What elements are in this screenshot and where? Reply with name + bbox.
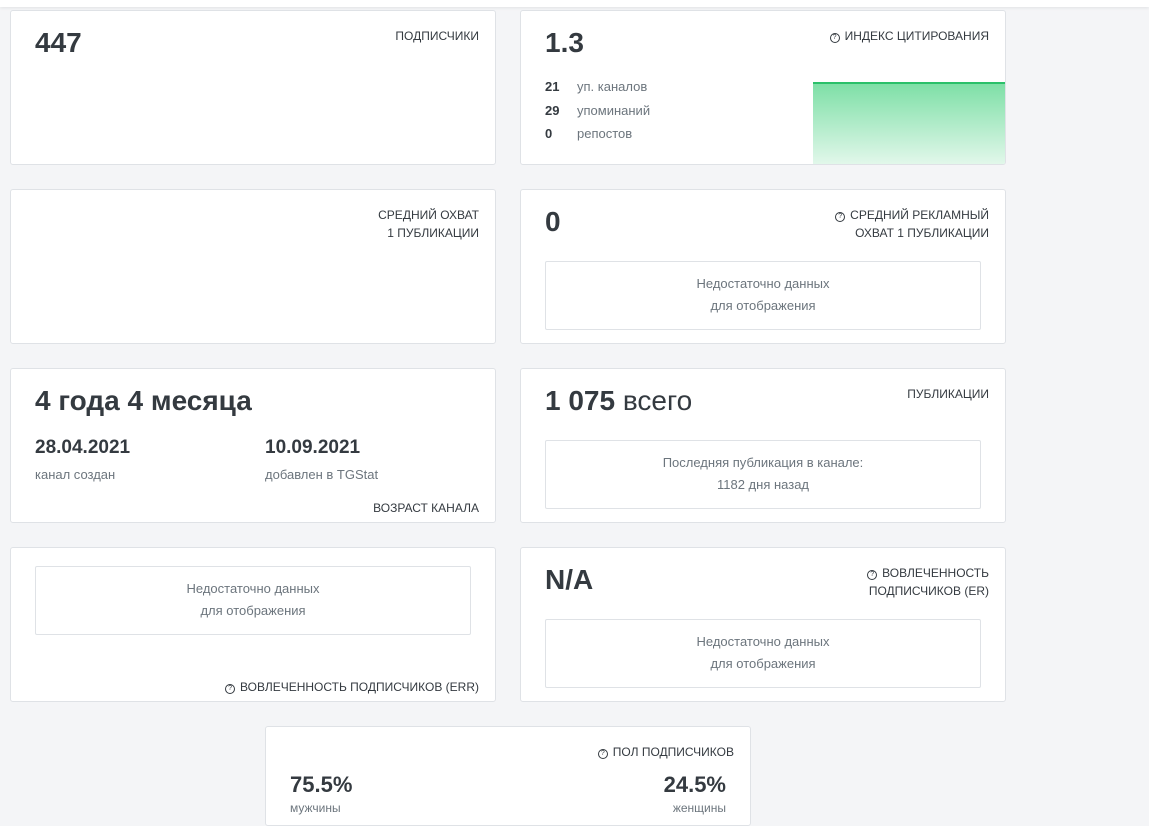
- publications-label: ПУБЛИКАЦИИ: [907, 387, 989, 401]
- added-caption: добавлен в TGStat: [265, 467, 379, 482]
- citation-index-value: 1.3: [545, 27, 584, 58]
- err-label[interactable]: ? ВОВЛЕЧЕННОСТЬ ПОДПИСЧИКОВ (ERR): [225, 678, 479, 696]
- no-data-box: Недостаточно данных для отображения: [545, 619, 981, 688]
- ad-reach-label[interactable]: ? СРЕДНИЙ РЕКЛАМНЫЙ ОХВАТ 1 ПУБЛИКАЦИИ: [835, 206, 989, 242]
- er-value: N/A: [545, 564, 594, 595]
- gender-label[interactable]: ? ПОЛ ПОДПИСЧИКОВ: [597, 743, 734, 761]
- channel-age-label: ВОЗРАСТ КАНАЛА: [373, 501, 479, 515]
- citation-sparkline: [813, 82, 1005, 164]
- question-icon[interactable]: ?: [225, 684, 236, 694]
- channel-age-card: 4 года 4 месяца 28.04.2021 канал создан …: [10, 368, 496, 523]
- male-caption: мужчины: [290, 801, 341, 815]
- er-label[interactable]: ? ВОВЛЕЧЕННОСТЬ ПОДПИСЧИКОВ (ER): [867, 566, 989, 598]
- added-date: 10.09.2021: [265, 437, 361, 458]
- publications-suffix: всего: [622, 385, 693, 416]
- question-icon[interactable]: ?: [835, 212, 846, 222]
- avg-reach-label: СРЕДНИЙ ОХВАТ 1 ПУБЛИКАЦИИ: [378, 208, 479, 240]
- last-publication-box: Последняя публикация в канале: 1182 дня …: [545, 440, 981, 509]
- citation-card: 1.3 ? ИНДЕКС ЦИТИРОВАНИЯ 21 уп. каналов 29…: [520, 10, 1006, 165]
- ad-reach-value: 0: [545, 206, 561, 237]
- no-data-box: Недостаточно данных для отображения: [35, 566, 471, 635]
- ad-reach-card: 0 ? СРЕДНИЙ РЕКЛАМНЫЙ ОХВАТ 1 ПУБЛИКАЦИИ …: [520, 189, 1006, 344]
- question-icon[interactable]: ?: [597, 749, 608, 759]
- publications-card: 1 075 всего ПУБЛИКАЦИИ Последняя публика…: [520, 368, 1006, 523]
- stat-row: 21 уп. каналов: [545, 79, 648, 94]
- subscribers-card: 447 ПОДПИСЧИКИ: [10, 10, 496, 165]
- question-icon[interactable]: ?: [829, 33, 840, 43]
- publications-count: 1 075: [545, 385, 616, 416]
- subscribers-label: ПОДПИСЧИКИ: [395, 29, 479, 43]
- no-data-box: Недостаточно данных для отображения: [545, 261, 981, 330]
- citation-label-text: ИНДЕКС ЦИТИРОВАНИЯ: [844, 29, 989, 43]
- sparkline-area: [813, 83, 1005, 164]
- stat-row: 0 репостов: [545, 126, 633, 141]
- channel-age-value: 4 года 4 месяца: [35, 385, 252, 416]
- gender-card: ? ПОЛ ПОДПИСЧИКОВ 75.5% мужчины 24.5% жен…: [265, 726, 751, 826]
- subscribers-count: 447: [35, 27, 82, 58]
- top-bar: [0, 0, 1149, 7]
- publications-total: 1 075 всего: [545, 385, 692, 417]
- created-date: 28.04.2021: [35, 437, 131, 458]
- female-caption: женщины: [672, 801, 726, 815]
- avg-reach-card: СРЕДНИЙ ОХВАТ 1 ПУБЛИКАЦИИ: [10, 189, 496, 344]
- er-card: N/A ? ВОВЛЕЧЕННОСТЬ ПОДПИСЧИКОВ (ER) Недо…: [520, 547, 1006, 702]
- err-card: Недостаточно данных для отображения ? ВОВ…: [10, 547, 496, 702]
- created-caption: канал создан: [35, 467, 116, 482]
- question-icon[interactable]: ?: [867, 570, 878, 580]
- citation-label[interactable]: ? ИНДЕКС ЦИТИРОВАНИЯ: [829, 27, 989, 45]
- male-percent: 75.5%: [290, 772, 353, 797]
- stat-row: 29 упоминаний: [545, 103, 651, 118]
- female-percent: 24.5%: [663, 772, 726, 797]
